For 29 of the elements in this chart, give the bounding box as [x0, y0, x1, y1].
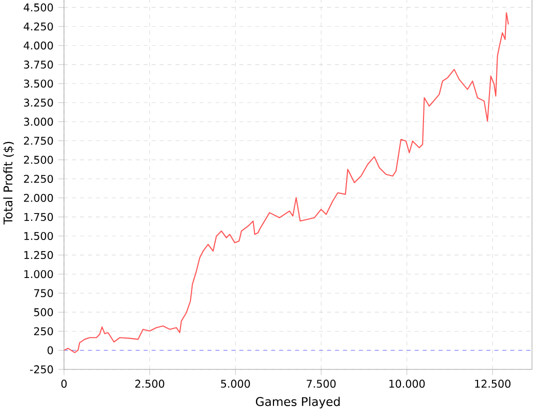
x-axis-title: Games Played — [256, 396, 340, 408]
y-tick-label: 3.500 — [24, 80, 53, 88]
y-tick-label: 750 — [34, 289, 53, 298]
line-series — [64, 12, 509, 354]
y-tick-label: 2.000 — [24, 194, 53, 202]
y-tick-label: 500 — [34, 308, 53, 316]
y-tick-label: 1.500 — [24, 232, 53, 240]
y-tick-label: 1.250 — [24, 251, 53, 260]
y-tick-label: 2.500 — [24, 156, 53, 164]
y-tick-label: 1.750 — [24, 212, 53, 221]
y-tick-label: 3.000 — [24, 118, 53, 126]
y-tick-label: 3.250 — [24, 98, 53, 107]
y-tick-label: 2.250 — [24, 174, 53, 183]
x-tick-label: 7.500 — [306, 380, 336, 388]
x-tick-label: 12.500 — [475, 380, 510, 388]
y-tick-label: 0 — [48, 346, 53, 354]
y-tick-label: 4.000 — [24, 41, 53, 50]
y-tick-label: 2.750 — [24, 136, 53, 145]
y-tick-label: 4.250 — [24, 22, 53, 30]
y-tick-label: 4.500 — [24, 3, 53, 12]
x-tick-label: 10.000 — [389, 380, 425, 388]
y-tick-label: 3.750 — [24, 60, 53, 69]
y-tick-label: 1.000 — [24, 270, 53, 278]
x-tick-label: 0 — [61, 380, 67, 388]
y-tick-label: -250 — [30, 365, 53, 374]
x-tick-label: 2.500 — [135, 380, 164, 388]
y-tick-label: 250 — [34, 327, 53, 336]
x-tick-label: 5.000 — [221, 380, 250, 388]
y-axis-title: Total Profit ($) — [3, 142, 14, 225]
